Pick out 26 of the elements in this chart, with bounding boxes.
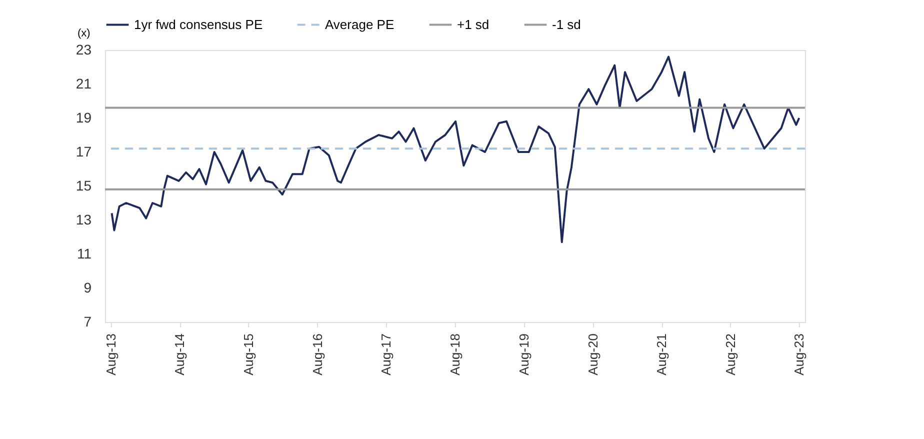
y-tick-label: 19 <box>76 110 92 126</box>
line-series <box>110 56 800 244</box>
x-tick-label: Aug-17 <box>378 334 394 376</box>
y-tick-label: 13 <box>76 212 92 228</box>
y-tick-label: 21 <box>76 76 92 92</box>
y-tick-label: 17 <box>76 144 92 160</box>
y-tick-label: 7 <box>84 314 92 330</box>
x-tick-label: Aug-15 <box>240 334 256 376</box>
legend-label: -1 sd <box>552 16 581 32</box>
legend-label: +1 sd <box>457 16 490 32</box>
y-axis-title: (x) <box>78 28 90 40</box>
x-tick-label: Aug-13 <box>103 334 118 376</box>
x-tick-label: Aug-14 <box>172 334 188 376</box>
x-tick-label: Aug-22 <box>722 334 738 376</box>
legend-label: Average PE <box>325 16 394 32</box>
y-tick-label: 11 <box>76 246 92 262</box>
x-tick-label: Aug-23 <box>792 334 807 376</box>
y-tick-label: 9 <box>84 280 92 296</box>
x-tick-label: Aug-19 <box>516 334 532 376</box>
y-tick-label: 23 <box>76 42 92 58</box>
x-tick-label: Aug-21 <box>654 334 670 376</box>
x-tick-label: Aug-20 <box>585 334 600 376</box>
legend-label: 1yr fwd consensus PE <box>134 16 263 32</box>
y-tick-label: 15 <box>76 178 92 194</box>
x-tick-label: Aug-18 <box>448 334 462 376</box>
x-tick-label: Aug-16 <box>310 334 325 376</box>
